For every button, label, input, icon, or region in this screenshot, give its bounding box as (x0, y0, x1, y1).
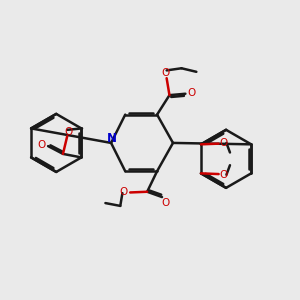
Text: O: O (220, 170, 228, 180)
Text: O: O (161, 198, 170, 208)
Text: O: O (188, 88, 196, 98)
Text: N: N (107, 132, 117, 145)
Text: O: O (64, 127, 73, 137)
Text: O: O (38, 140, 46, 150)
Text: O: O (120, 187, 128, 197)
Text: O: O (220, 138, 228, 148)
Text: O: O (161, 68, 169, 78)
